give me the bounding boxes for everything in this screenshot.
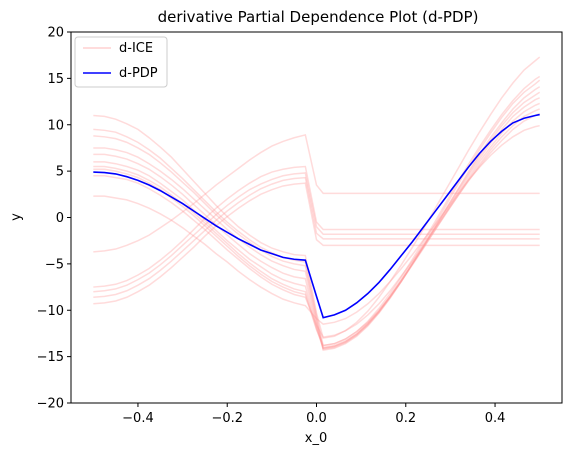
x-tick-label: −0.2 xyxy=(211,411,243,426)
y-tick-label: −5 xyxy=(45,257,64,272)
y-tick-label: −15 xyxy=(37,350,64,365)
ice-line-14 xyxy=(93,176,540,299)
ice-line-1 xyxy=(93,56,541,339)
x-tick-label: 0.2 xyxy=(395,411,416,426)
y-tick-label: 0 xyxy=(56,211,64,226)
ice-line-10 xyxy=(93,124,540,325)
ice-line-5 xyxy=(93,91,541,351)
y-axis-title: y xyxy=(9,213,24,221)
plot-frame xyxy=(70,31,563,404)
ice-lines xyxy=(93,56,541,351)
ice-line-11 xyxy=(93,134,540,253)
y-axis: −20 −15 −10 −5 0 5 10 15 20 xyxy=(37,26,71,412)
x-axis-title: x_0 xyxy=(305,431,327,446)
y-tick-label: 5 xyxy=(56,165,64,180)
plot-area xyxy=(70,31,563,404)
y-tick-label: −10 xyxy=(37,304,64,319)
pdp-line xyxy=(93,113,540,319)
ice-line-15 xyxy=(93,182,540,305)
x-tick-label: −0.4 xyxy=(122,411,154,426)
ice-line-12 xyxy=(93,165,540,288)
y-tick-label: −20 xyxy=(37,397,64,412)
y-tick-label: 10 xyxy=(47,118,64,133)
y-tick-label: 15 xyxy=(47,72,64,87)
ice-line-9 xyxy=(93,112,540,338)
ice-line-7 xyxy=(93,102,540,350)
x-tick-label: 0.4 xyxy=(485,411,506,426)
legend-label-d-pdp: d-PDP xyxy=(119,66,158,81)
x-axis: −0.4 −0.2 0.0 0.2 0.4 xyxy=(122,403,505,426)
legend: d-ICE d-PDP xyxy=(74,36,168,88)
ice-line-13 xyxy=(93,172,540,293)
pdp-series-line xyxy=(93,113,540,319)
legend-label-d-ice: d-ICE xyxy=(119,41,153,56)
ice-line-6 xyxy=(93,97,540,349)
ice-line-4 xyxy=(93,86,541,351)
chart-title: derivative Partial Dependence Plot (d-PD… xyxy=(158,8,479,26)
x-tick-label: 0.0 xyxy=(306,411,327,426)
ice-line-2 xyxy=(93,75,541,347)
y-tick-label: 20 xyxy=(47,26,64,41)
legend-box xyxy=(74,36,168,88)
